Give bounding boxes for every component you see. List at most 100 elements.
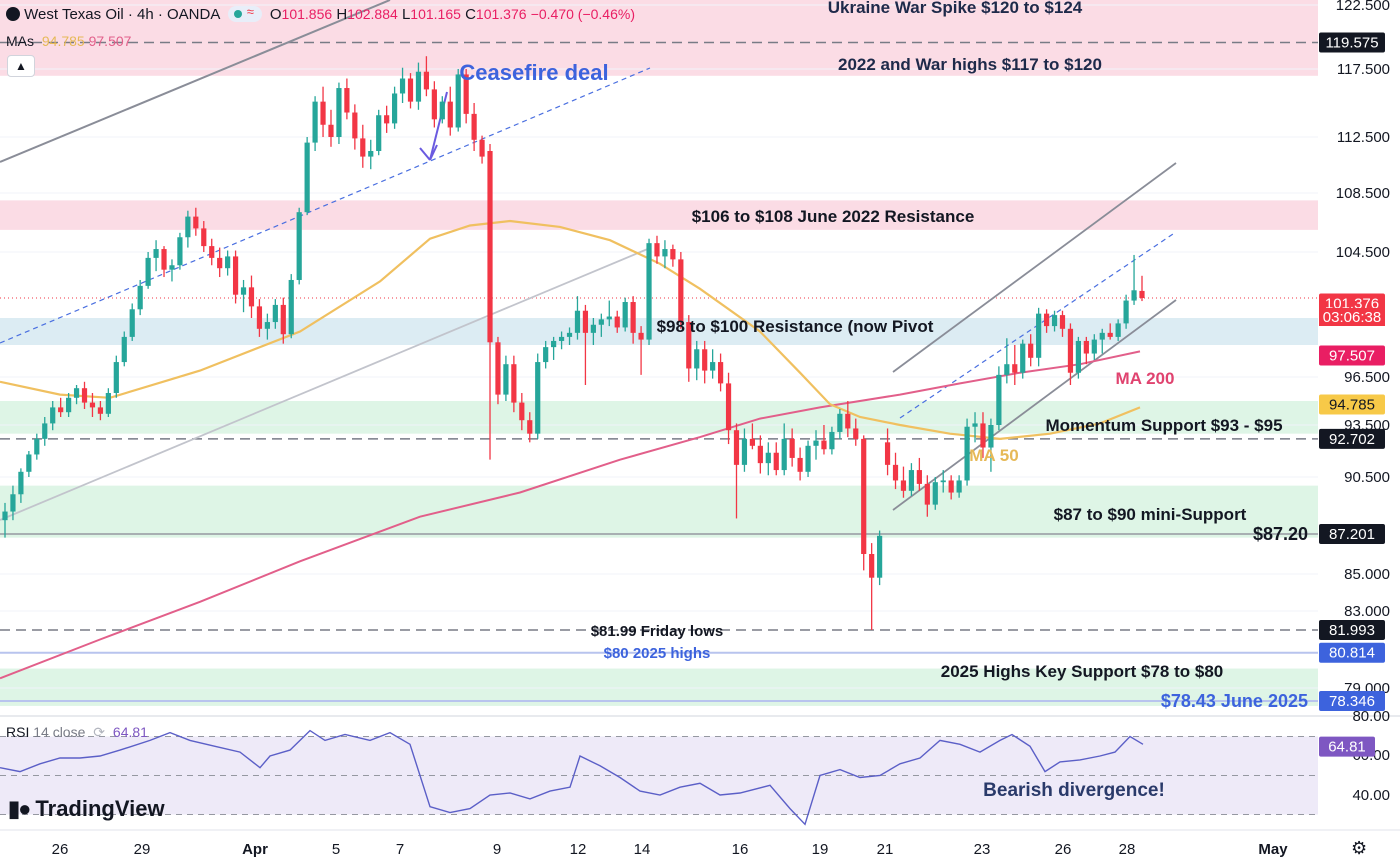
price-tag[interactable]: 97.507 bbox=[1329, 348, 1375, 365]
candle[interactable] bbox=[97, 401, 104, 421]
candle[interactable] bbox=[877, 530, 883, 586]
candle[interactable] bbox=[360, 124, 366, 168]
candle[interactable] bbox=[733, 423, 740, 519]
candle[interactable] bbox=[352, 104, 358, 150]
candle[interactable] bbox=[678, 252, 684, 329]
candle[interactable] bbox=[749, 423, 755, 450]
candle[interactable] bbox=[288, 274, 294, 339]
candle[interactable] bbox=[201, 221, 207, 252]
rsi-tag[interactable]: 64.81 bbox=[1328, 739, 1366, 756]
channel-lower[interactable] bbox=[892, 299, 1177, 511]
trend-lower-channel[interactable] bbox=[0, 247, 651, 521]
candle[interactable] bbox=[312, 96, 318, 151]
candle[interactable] bbox=[328, 109, 334, 147]
price-tag[interactable]: 119.575 bbox=[1325, 34, 1378, 51]
candle[interactable] bbox=[789, 428, 795, 467]
candle[interactable] bbox=[320, 86, 326, 137]
candle[interactable] bbox=[423, 56, 430, 97]
candle[interactable] bbox=[964, 418, 970, 486]
candle[interactable] bbox=[686, 315, 692, 382]
candle[interactable] bbox=[392, 86, 398, 129]
candle[interactable] bbox=[1020, 339, 1026, 379]
candle[interactable] bbox=[614, 310, 620, 333]
candle[interactable] bbox=[535, 353, 541, 439]
candle[interactable] bbox=[869, 543, 875, 630]
rsi-legend[interactable]: RSI 14 close ⟳ 64.81 bbox=[6, 724, 148, 741]
candle[interactable] bbox=[137, 279, 143, 316]
candle[interactable] bbox=[757, 435, 763, 474]
zone-band-0[interactable] bbox=[0, 0, 1318, 37]
candle[interactable] bbox=[710, 349, 716, 379]
candle[interactable] bbox=[1115, 319, 1121, 341]
candle[interactable] bbox=[304, 137, 310, 216]
candle[interactable] bbox=[240, 279, 247, 313]
candle[interactable] bbox=[232, 250, 239, 304]
candle[interactable] bbox=[209, 238, 215, 266]
candle[interactable] bbox=[654, 235, 660, 264]
candle[interactable] bbox=[399, 67, 406, 103]
candle[interactable] bbox=[1043, 309, 1050, 333]
candle[interactable] bbox=[264, 313, 270, 340]
candle[interactable] bbox=[924, 475, 930, 517]
candle[interactable] bbox=[829, 426, 835, 455]
price-tag[interactable]: 87.201 bbox=[1329, 526, 1375, 543]
candle[interactable] bbox=[837, 409, 843, 439]
zone-band-5[interactable] bbox=[0, 485, 1318, 538]
candle[interactable] bbox=[940, 470, 946, 493]
candle[interactable] bbox=[797, 447, 803, 481]
candle[interactable] bbox=[622, 297, 628, 332]
price-tag[interactable]: 81.993 bbox=[1329, 622, 1375, 639]
candle[interactable] bbox=[10, 485, 16, 521]
candle[interactable] bbox=[113, 355, 119, 398]
candle[interactable] bbox=[225, 250, 231, 276]
candle[interactable] bbox=[773, 442, 779, 476]
candle[interactable] bbox=[121, 331, 127, 367]
candle[interactable] bbox=[272, 299, 278, 329]
candle[interactable] bbox=[1099, 328, 1105, 354]
candle[interactable] bbox=[988, 418, 994, 472]
zone-band-3[interactable] bbox=[0, 318, 1318, 345]
candle[interactable] bbox=[908, 463, 915, 496]
candle[interactable] bbox=[630, 296, 636, 344]
price-tag[interactable]: 78.346 bbox=[1329, 693, 1375, 710]
candle[interactable] bbox=[932, 477, 938, 510]
candle[interactable] bbox=[344, 78, 350, 120]
candle[interactable] bbox=[1075, 336, 1081, 379]
price-tag[interactable]: 80.814 bbox=[1329, 645, 1375, 662]
candle[interactable] bbox=[813, 430, 819, 460]
candle[interactable] bbox=[638, 326, 644, 375]
candle[interactable] bbox=[821, 425, 827, 455]
candle[interactable] bbox=[384, 105, 390, 133]
candle[interactable] bbox=[42, 417, 48, 446]
zone-band-2[interactable] bbox=[0, 200, 1318, 230]
candle[interactable] bbox=[662, 240, 668, 269]
candle[interactable] bbox=[463, 69, 469, 124]
candle[interactable] bbox=[527, 412, 533, 443]
candle[interactable] bbox=[511, 355, 517, 413]
candle[interactable] bbox=[1036, 307, 1042, 367]
candle[interactable] bbox=[73, 385, 80, 405]
candle[interactable] bbox=[177, 232, 183, 270]
candle[interactable] bbox=[853, 418, 859, 446]
candle[interactable] bbox=[50, 401, 56, 431]
candle[interactable] bbox=[1091, 334, 1097, 360]
candle[interactable] bbox=[1051, 310, 1058, 332]
candle[interactable] bbox=[471, 103, 477, 151]
candle[interactable] bbox=[368, 139, 374, 170]
settings-icon[interactable]: ⚙ bbox=[1351, 838, 1368, 858]
candle[interactable] bbox=[217, 247, 223, 278]
candle[interactable] bbox=[376, 109, 382, 156]
candle[interactable] bbox=[694, 340, 700, 381]
candle[interactable] bbox=[725, 372, 732, 445]
candle[interactable] bbox=[487, 144, 493, 460]
candle[interactable] bbox=[606, 300, 612, 327]
price-tag[interactable]: 92.702 bbox=[1329, 431, 1375, 448]
candle[interactable] bbox=[280, 297, 286, 344]
candle[interactable] bbox=[105, 388, 111, 417]
candle[interactable] bbox=[1107, 323, 1113, 340]
candle[interactable] bbox=[89, 393, 96, 417]
ceasefire-arrow-head-b[interactable] bbox=[429, 144, 438, 161]
candle[interactable] bbox=[18, 468, 24, 503]
channel-upper[interactable] bbox=[892, 162, 1177, 373]
